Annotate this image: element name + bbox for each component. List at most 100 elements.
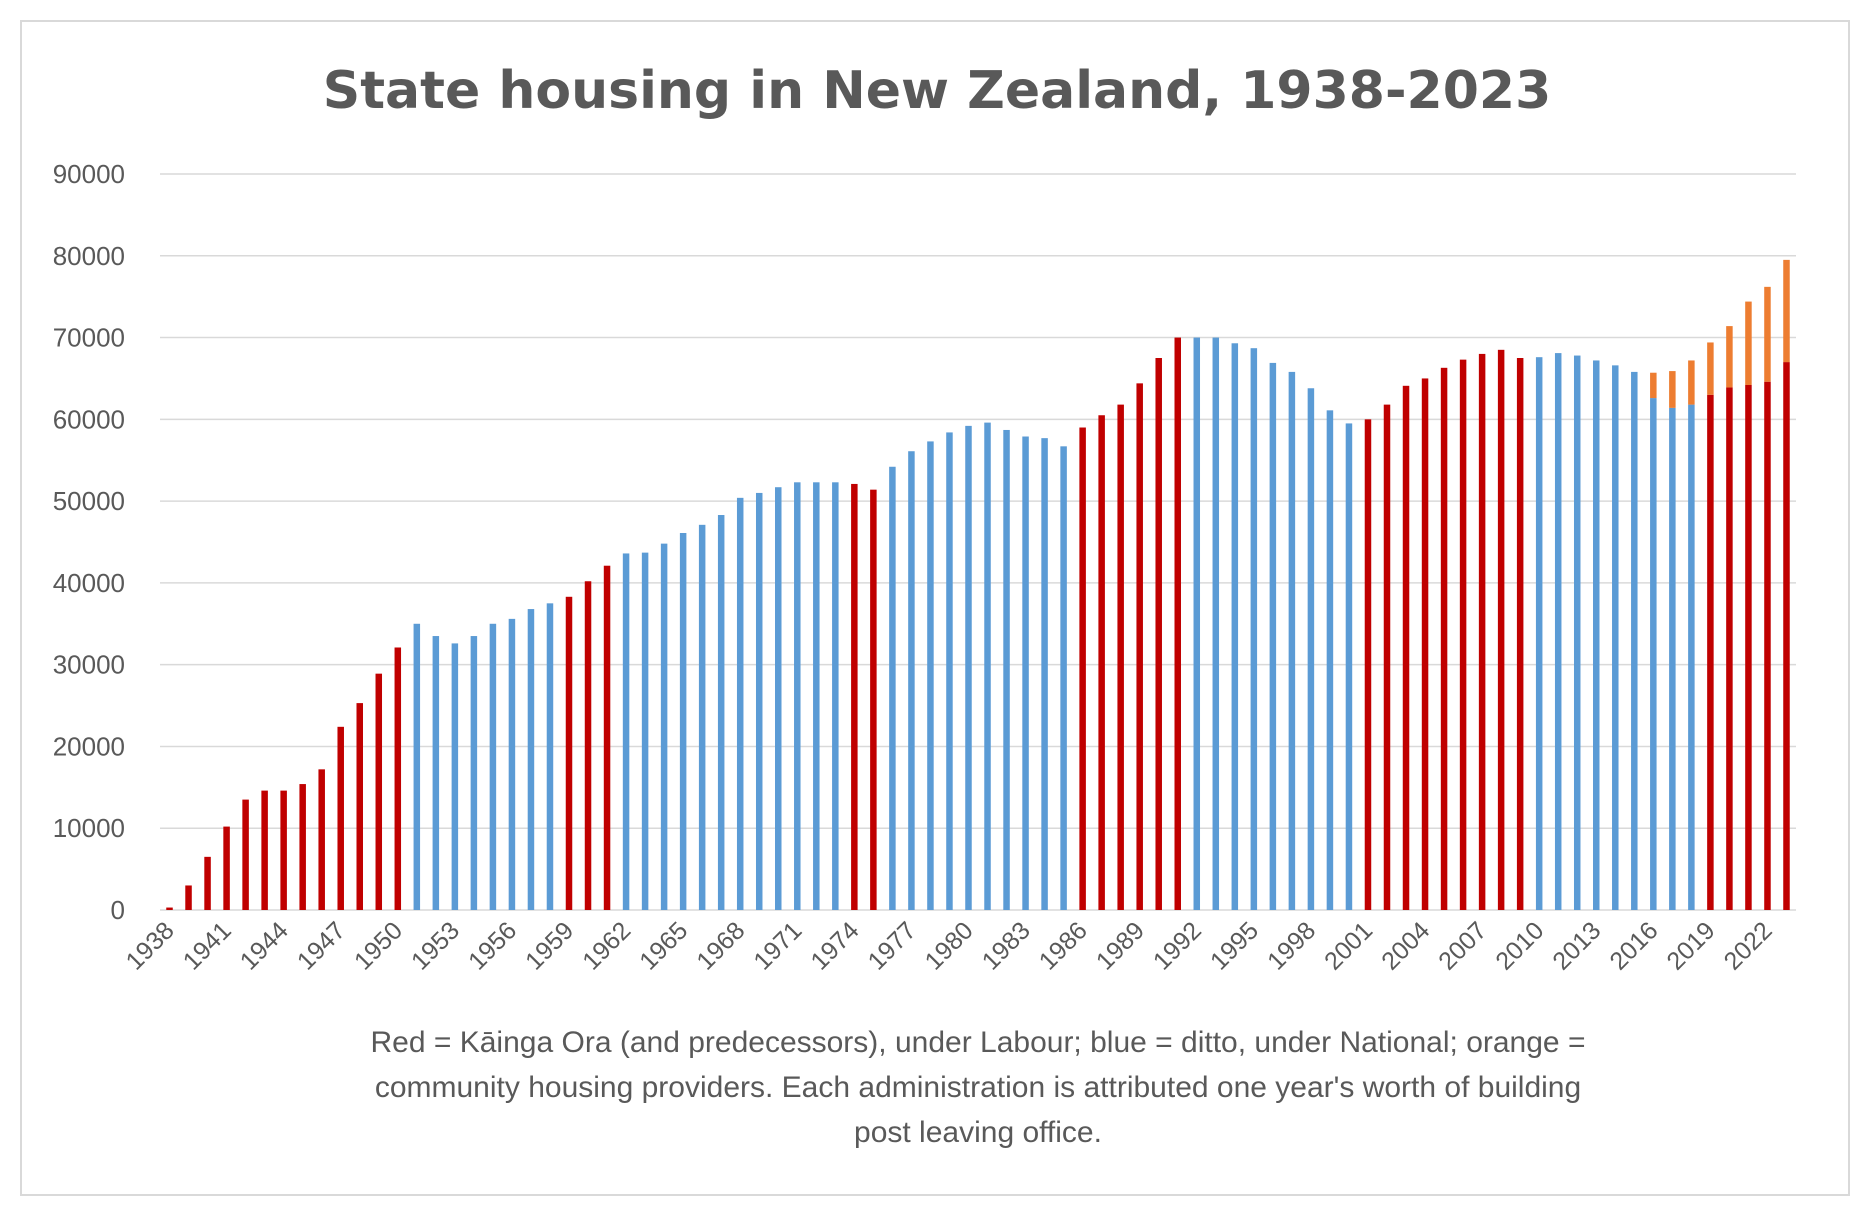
bar-1958 [546, 603, 554, 910]
bar-1957 [527, 609, 535, 910]
bar-2007 [1478, 353, 1486, 910]
caption-line: post leaving office. [854, 1116, 1102, 1149]
bar-1999 [1326, 410, 1334, 910]
bar-2004 [1421, 378, 1429, 910]
bar-1961 [603, 565, 611, 910]
bar-2011 [1554, 353, 1562, 910]
y-tick-label: 80000 [53, 241, 125, 271]
bar-2020 [1726, 387, 1733, 910]
bar-1956 [508, 618, 516, 910]
x-tick-label: 1998 [1262, 916, 1321, 975]
bar-1966 [698, 524, 706, 910]
y-tick-label: 20000 [53, 731, 125, 761]
bar-1940 [204, 856, 211, 910]
bar-2002 [1383, 404, 1391, 910]
bar-1974 [851, 483, 858, 910]
x-tick-label: 1968 [691, 916, 750, 975]
bar-1982 [1003, 429, 1010, 910]
bar-1959 [565, 596, 573, 910]
bar-1996 [1269, 362, 1277, 910]
bar-1962 [622, 553, 630, 910]
bar-1939 [185, 885, 192, 910]
x-tick-label: 1983 [977, 916, 1036, 975]
bar-1953 [451, 643, 459, 910]
bar-1967 [717, 515, 725, 910]
x-tick-label: 2007 [1433, 916, 1492, 975]
bar-1963 [641, 552, 649, 910]
bar-2019 [1707, 394, 1714, 910]
x-tick-label: 1941 [178, 916, 237, 975]
bar-1942 [242, 799, 249, 910]
bar-2022 [1764, 381, 1771, 910]
x-tick-label: 1977 [863, 916, 922, 975]
bar-community-2023 [1783, 259, 1790, 363]
bar-community-2020 [1726, 326, 1733, 388]
x-tick-label: 2010 [1490, 916, 1549, 975]
x-tick-label: 1950 [349, 916, 408, 975]
bar-1980 [965, 425, 972, 910]
bars [166, 259, 1790, 911]
bar-1983 [1022, 436, 1029, 910]
bar-2014 [1612, 365, 1619, 910]
bar-1971 [794, 482, 801, 910]
bar-1972 [813, 482, 820, 910]
bar-2008 [1497, 349, 1505, 910]
bar-1968 [736, 497, 744, 910]
bar-1960 [584, 581, 592, 910]
x-tick-label: 1989 [1091, 916, 1150, 975]
bar-1985 [1060, 446, 1067, 910]
bar-1969 [755, 492, 763, 910]
x-tick-label: 2022 [1719, 916, 1778, 975]
x-tick-label: 1959 [520, 916, 579, 975]
bar-2006 [1459, 359, 1467, 910]
x-tick-label: 1956 [463, 916, 522, 975]
x-tick-label: 1974 [805, 916, 864, 975]
bar-1993 [1212, 337, 1220, 910]
bar-2012 [1573, 355, 1581, 911]
bar-community-2021 [1745, 301, 1752, 385]
bar-community-2019 [1707, 342, 1714, 395]
x-tick-label: 2013 [1547, 916, 1606, 975]
bar-1989 [1136, 383, 1143, 911]
caption-line: Red = Kāinga Ora (and predecessors), und… [371, 1026, 1586, 1059]
bar-2000 [1345, 423, 1353, 910]
bar-1954 [470, 636, 478, 910]
bar-2016 [1650, 398, 1657, 910]
bar-2018 [1688, 404, 1695, 910]
y-tick-label: 40000 [53, 568, 125, 598]
bar-1938 [166, 907, 173, 910]
bar-2017 [1669, 407, 1676, 910]
bar-1981 [984, 422, 991, 910]
x-tick-label: 1965 [634, 916, 693, 975]
x-tick-label: 1986 [1034, 916, 1093, 975]
bar-1973 [832, 482, 839, 910]
gridlines [160, 173, 1796, 911]
x-axis-ticks: 1938194119441947195019531956195919621965… [121, 916, 1778, 975]
bar-1952 [432, 636, 440, 910]
y-tick-label: 50000 [53, 486, 125, 516]
bar-1951 [413, 623, 421, 910]
chart-title: State housing in New Zealand, 1938-2023 [323, 61, 1552, 121]
bar-2003 [1402, 385, 1410, 910]
bar-1945 [299, 784, 306, 910]
bar-1987 [1098, 415, 1105, 910]
bar-1970 [775, 487, 782, 910]
bar-1946 [318, 769, 325, 910]
y-tick-label: 10000 [53, 813, 125, 843]
bar-1944 [280, 790, 287, 910]
bar-1997 [1288, 371, 1296, 910]
bar-community-2022 [1764, 286, 1771, 382]
x-tick-label: 2016 [1604, 916, 1663, 975]
y-axis-ticks: 0 10000 20000 30000 40000 50000 60000 70000 8000… [53, 159, 125, 925]
bar-2009 [1516, 358, 1524, 910]
x-tick-label: 1995 [1205, 916, 1264, 975]
y-tick-label: 90000 [53, 159, 125, 189]
bar-1984 [1041, 438, 1048, 910]
x-tick-label: 2019 [1662, 916, 1721, 975]
y-tick-label: 30000 [53, 650, 125, 680]
y-tick-label: 0 [111, 895, 125, 925]
bar-1978 [927, 441, 934, 910]
bar-1992 [1193, 337, 1201, 910]
bar-community-2018 [1688, 360, 1695, 405]
